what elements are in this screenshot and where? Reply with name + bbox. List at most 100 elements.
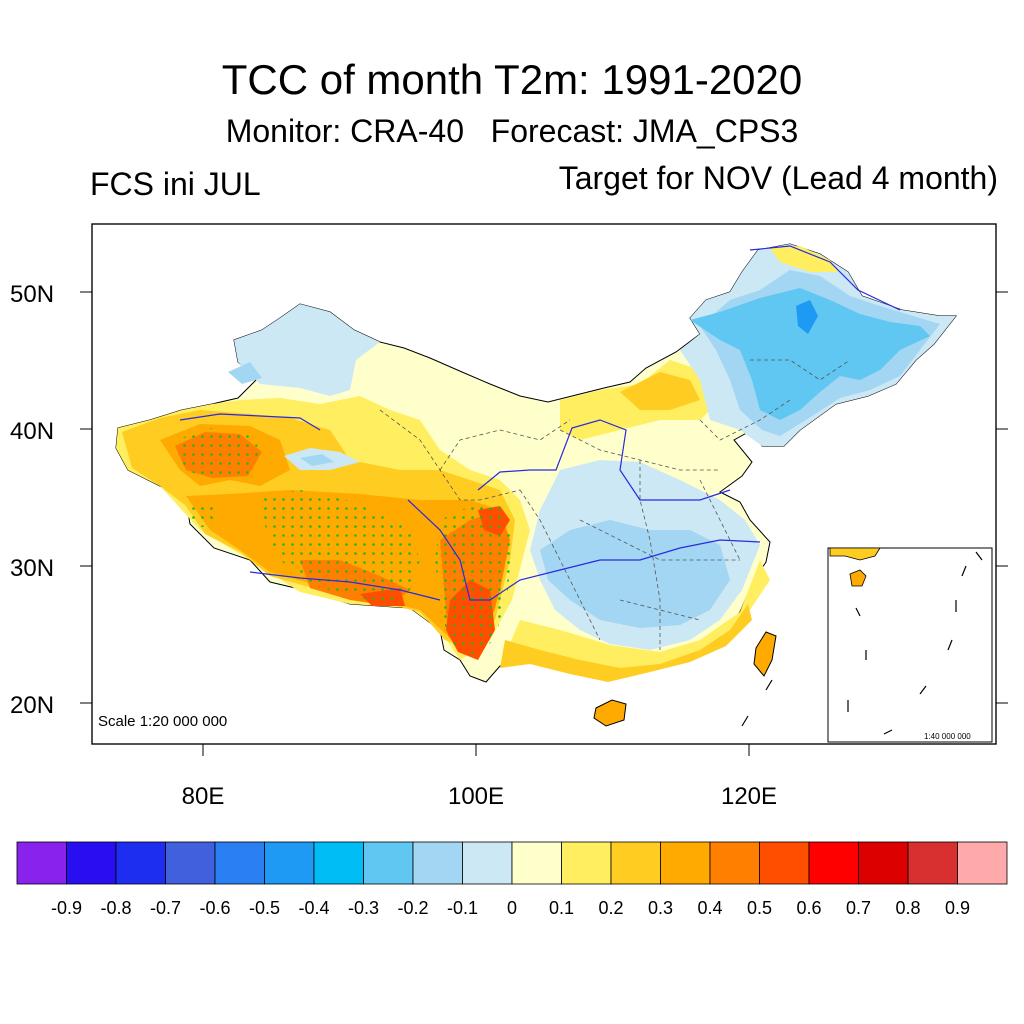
colorbar-label: 0 — [507, 898, 517, 918]
colorbar-label: -0.6 — [199, 898, 230, 918]
stippling-tibet — [260, 490, 420, 604]
colorbar-swatch — [660, 841, 711, 885]
tarim-river — [179, 413, 321, 431]
dash — [883, 729, 893, 735]
yangtze-river — [407, 499, 761, 601]
china-map — [115, 243, 958, 727]
border-segment — [699, 399, 791, 441]
map-title: TCC of month T2m: 1991-2020 — [221, 56, 803, 103]
colorbar-label: -0.2 — [397, 898, 428, 918]
map-subtitle: Monitor: CRA-40 Forecast: JMA_CPS3 — [225, 113, 799, 149]
colorbar-swatch — [511, 841, 562, 885]
colorbar-swatch — [907, 841, 958, 885]
lat-label-30n: 30N — [10, 555, 54, 582]
colorbar-label: -0.7 — [150, 898, 181, 918]
colorbar-label: -0.9 — [51, 898, 82, 918]
latitude-axis — [80, 291, 1008, 704]
colorbar-swatch — [610, 841, 661, 885]
colorbar-swatch — [66, 841, 117, 885]
colorbar-label: -0.8 — [100, 898, 131, 918]
lat-label-50n: 50N — [10, 281, 54, 308]
sea-dashes — [741, 679, 773, 727]
province-borders — [379, 359, 851, 650]
colorbar-swatch — [16, 841, 67, 885]
contour-02-south — [500, 604, 752, 682]
colorbar-swatch — [759, 841, 810, 885]
colorbar-swatch — [561, 841, 612, 885]
contour-neg02-tarim — [300, 454, 334, 466]
colorbar: -0.9 -0.8 -0.7 -0.6 -0.5 -0.4 -0.3 -0.2 -0.1 0 0.1… — [16, 841, 1008, 918]
target-label: Target for NOV (Lead 4 month) — [558, 160, 998, 196]
colorbar-label: -0.3 — [348, 898, 379, 918]
border-segment — [439, 419, 571, 471]
stippling-southwest — [435, 506, 512, 656]
significance-stippling — [175, 428, 512, 656]
contour-neg01-northwest — [234, 304, 380, 396]
colorbar-swatch — [808, 841, 859, 885]
contour-02-north — [620, 372, 700, 410]
colorbar-label: 0.4 — [697, 898, 722, 918]
colorbar-label: 0.7 — [846, 898, 871, 918]
colorbar-swatch — [363, 841, 414, 885]
south-china-sea-inset: 1:40 000 000 — [827, 547, 993, 743]
colorbar-swatch — [412, 841, 463, 885]
colorbar-label: -0.4 — [298, 898, 329, 918]
colorbar-swatch — [214, 841, 265, 885]
map-border — [91, 223, 997, 745]
colorbar-swatch — [165, 841, 216, 885]
scale-label-main: Scale 1:20 000 000 — [98, 713, 227, 730]
colorbar-swatch — [709, 841, 760, 885]
dash — [961, 565, 967, 577]
colorbar-label: -0.5 — [249, 898, 280, 918]
border-segment — [579, 519, 740, 561]
yellow-river — [477, 419, 731, 501]
colorbar-label: 0.2 — [598, 898, 623, 918]
colorbar-label: 0.6 — [796, 898, 821, 918]
border-segment — [699, 479, 741, 561]
dash — [765, 679, 773, 691]
dash — [855, 607, 861, 617]
colorbar-label: 0.1 — [549, 898, 574, 918]
colorbar-swatch — [858, 841, 909, 885]
contour-01-northeast — [770, 246, 838, 272]
colorbar-swatch — [115, 841, 166, 885]
contour-01-south — [505, 560, 770, 676]
colorbar-swatch — [264, 841, 315, 885]
dash — [975, 551, 983, 561]
colorbar-swatch — [462, 841, 513, 885]
stippling-tarim — [175, 428, 262, 478]
hainan — [593, 699, 627, 727]
scale-label-inset: 1:40 000 000 — [924, 732, 971, 741]
border-segment — [379, 409, 521, 501]
colorbar-swatch — [957, 841, 1008, 885]
colorbar-label: -0.1 — [447, 898, 478, 918]
contour-neg02-northwest — [228, 362, 262, 384]
lon-label-100e: 100E — [448, 783, 504, 810]
colorbar-swatch — [313, 841, 364, 885]
initialization-label: FCS ini JUL — [90, 166, 261, 202]
colorbar-label: 0.5 — [747, 898, 772, 918]
lat-label-40n: 40N — [10, 418, 54, 445]
yarlung-river — [249, 571, 441, 601]
border-segment — [750, 359, 851, 381]
dash — [947, 639, 953, 651]
lat-label-20n: 20N — [10, 692, 54, 719]
lon-label-80e: 80E — [182, 783, 225, 810]
longitude-axis — [202, 744, 750, 756]
lon-label-120e: 120E — [721, 783, 777, 810]
nine-dash-line — [847, 551, 983, 735]
border-segment — [519, 489, 601, 641]
contour-neg03-northeast — [690, 288, 930, 420]
colorbar-label: 0.3 — [648, 898, 673, 918]
amur-river — [749, 245, 901, 311]
stippling-west-small — [186, 506, 220, 528]
dash — [741, 715, 749, 727]
inset-hainan — [849, 569, 867, 587]
taiwan — [753, 631, 777, 677]
colorbar-label: 0.9 — [945, 898, 970, 918]
rivers — [179, 245, 901, 601]
dash — [919, 685, 927, 695]
contour-04-northeast — [796, 300, 818, 334]
inset-coast — [829, 547, 881, 561]
